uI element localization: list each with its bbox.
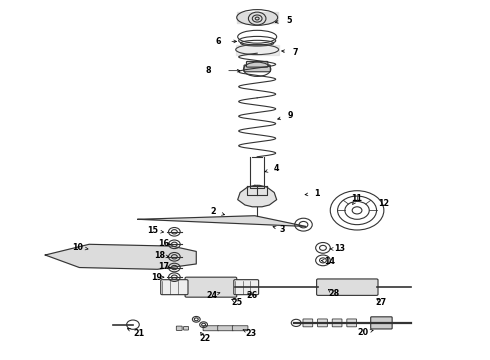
FancyBboxPatch shape [347,319,357,327]
FancyBboxPatch shape [232,326,248,331]
Text: 24: 24 [206,291,218,300]
Text: 23: 23 [246,329,257,338]
FancyBboxPatch shape [318,319,327,327]
Text: 15: 15 [147,226,158,235]
Text: 22: 22 [199,334,211,343]
Text: 16: 16 [158,239,169,248]
Text: 28: 28 [328,289,339,298]
Text: 19: 19 [151,273,162,282]
FancyBboxPatch shape [332,319,342,327]
Text: 2: 2 [211,207,216,216]
Text: 3: 3 [279,225,285,234]
Text: 20: 20 [357,328,368,337]
Text: 14: 14 [324,257,335,266]
FancyBboxPatch shape [184,327,189,330]
Polygon shape [138,216,306,226]
Text: 8: 8 [206,66,211,75]
FancyBboxPatch shape [161,280,188,295]
FancyBboxPatch shape [234,280,259,295]
Text: 25: 25 [232,298,243,307]
Text: 10: 10 [73,243,83,252]
FancyBboxPatch shape [176,326,182,330]
Text: 12: 12 [378,199,389,208]
Text: 21: 21 [133,329,145,338]
FancyBboxPatch shape [246,62,268,67]
FancyBboxPatch shape [218,326,233,331]
Text: 6: 6 [216,37,221,46]
FancyBboxPatch shape [317,279,378,296]
Text: 7: 7 [293,48,298,57]
FancyBboxPatch shape [371,317,392,329]
Polygon shape [238,185,277,207]
Text: 17: 17 [159,262,170,271]
Text: 18: 18 [154,251,165,260]
Text: 11: 11 [351,194,363,203]
Text: 4: 4 [273,164,279,173]
FancyBboxPatch shape [185,277,237,297]
FancyBboxPatch shape [303,319,313,327]
Text: 1: 1 [314,189,319,198]
Text: 9: 9 [288,111,294,120]
FancyBboxPatch shape [244,65,270,72]
FancyBboxPatch shape [203,326,219,331]
Text: 27: 27 [376,298,387,307]
Text: 5: 5 [286,16,292,25]
Polygon shape [45,244,196,269]
Text: 13: 13 [334,244,345,253]
Text: 26: 26 [246,291,257,300]
